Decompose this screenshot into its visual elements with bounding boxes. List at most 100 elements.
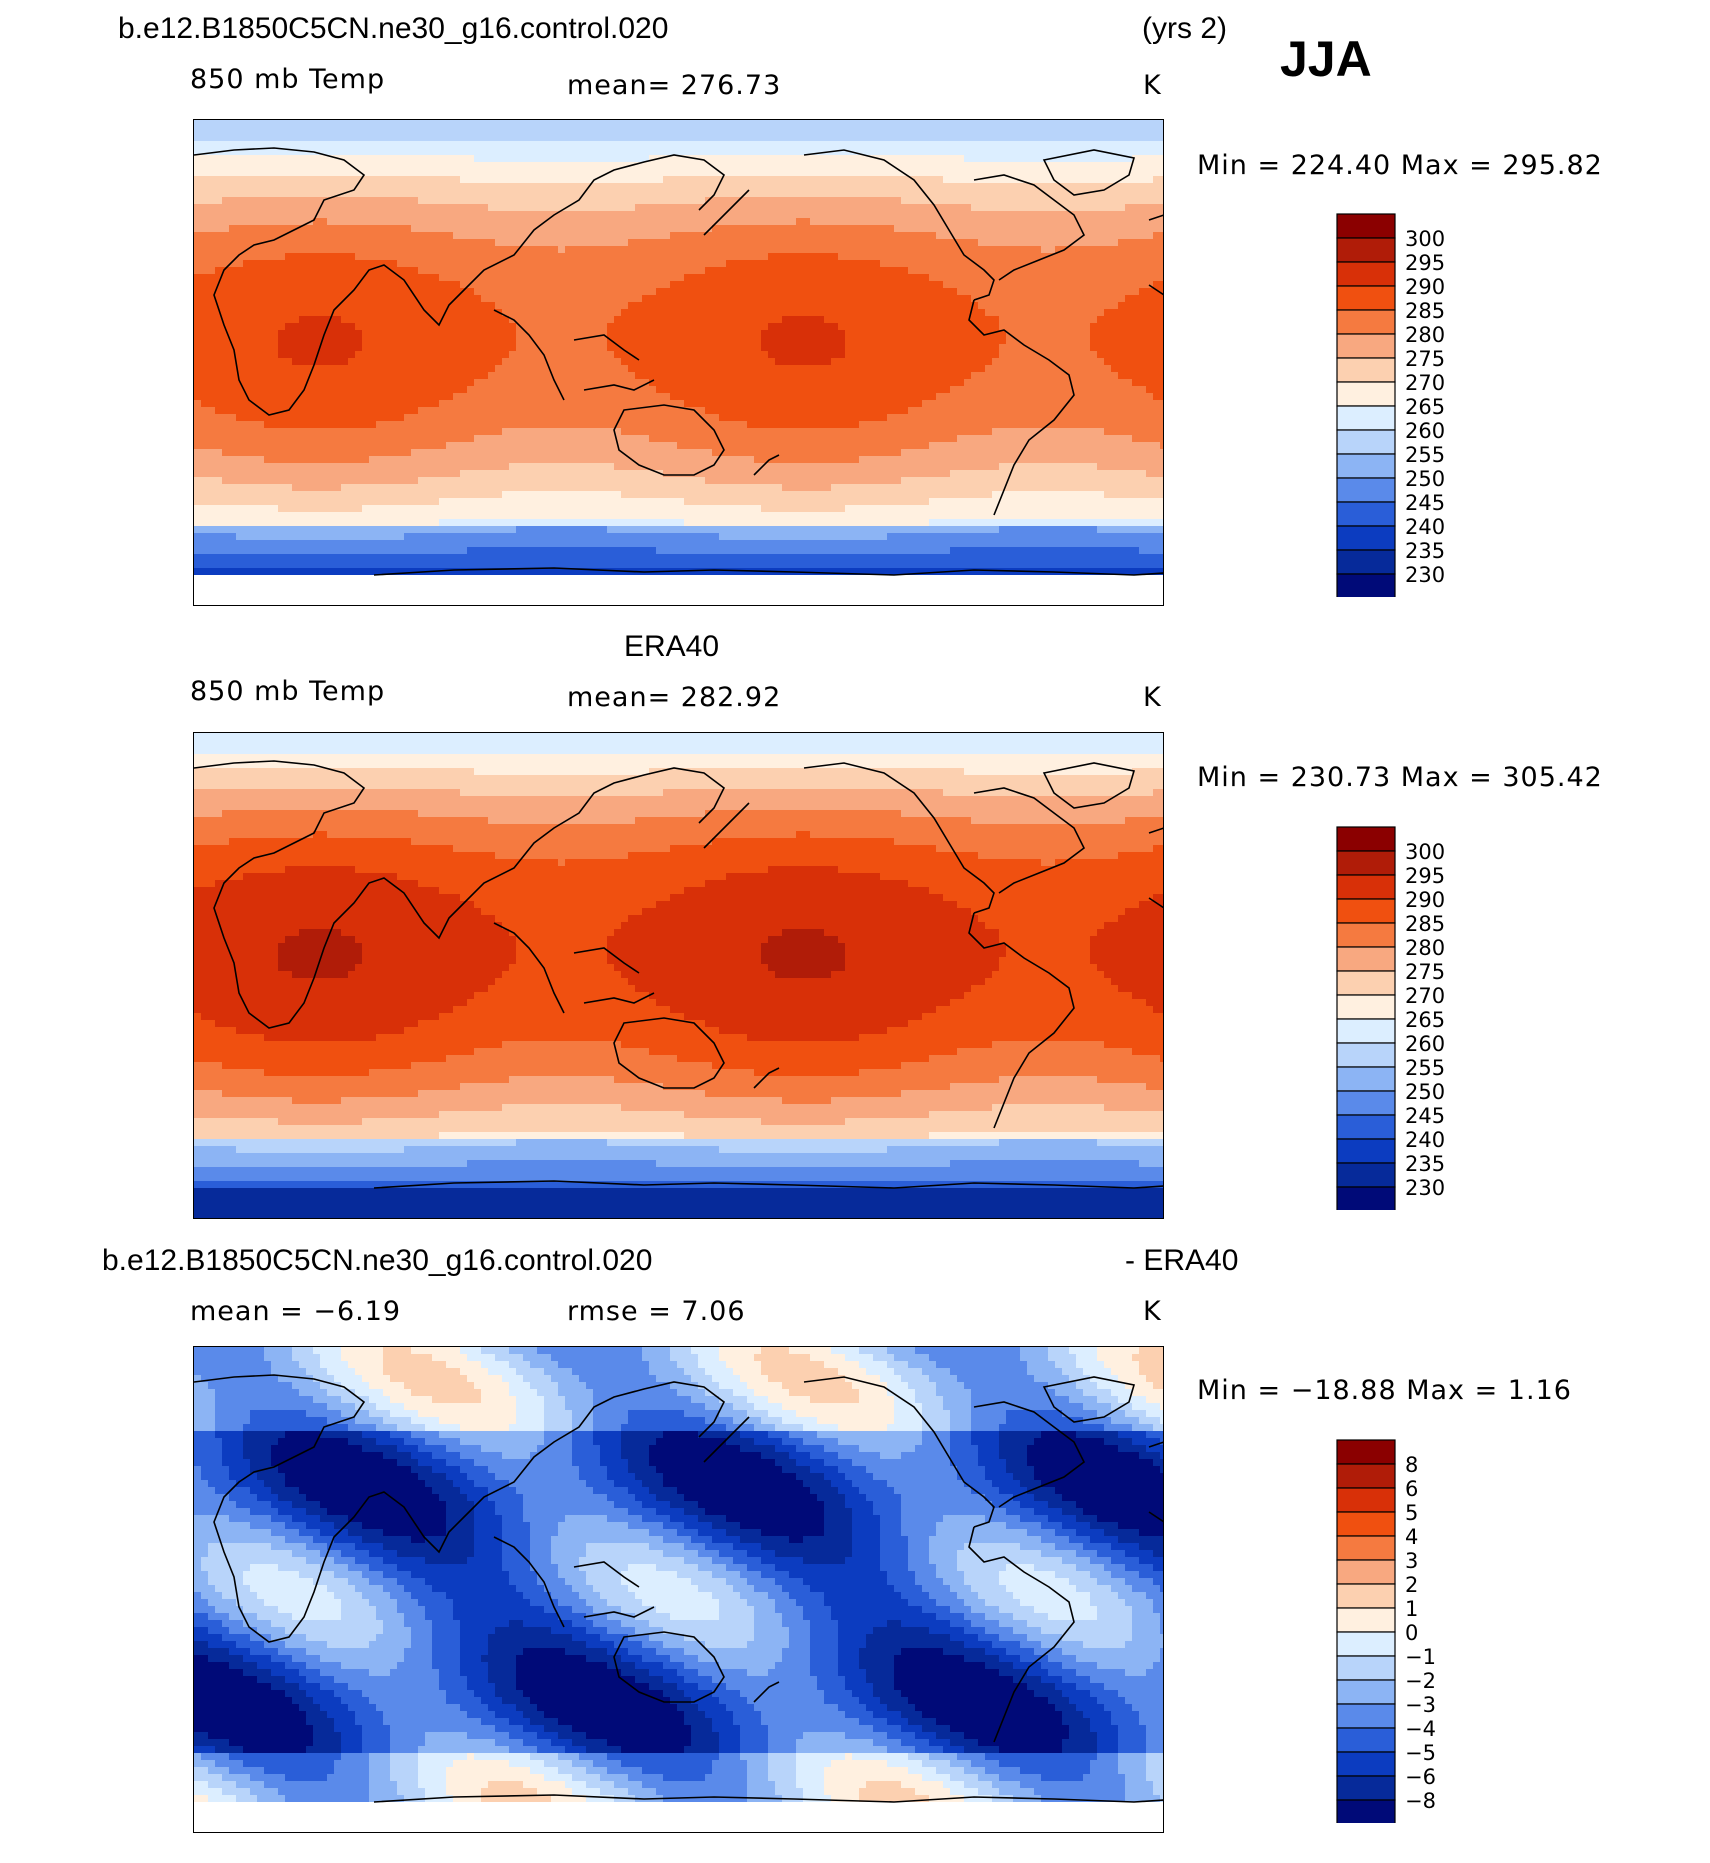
colorbar-swatch [1336,1439,1396,1465]
colorbar-swatch [1336,261,1396,287]
colorbar-tick-label: 6 [1405,1477,1418,1501]
panel2-mean: mean= 282.92 [567,682,781,713]
colorbar-swatch [1336,501,1396,527]
colorbar-swatch [1336,525,1396,551]
colorbar-swatch [1336,1487,1396,1513]
map-panel-model [193,119,1164,606]
colorbar-tick-label: 255 [1405,443,1445,467]
colorbar-tick-label: 235 [1405,1152,1445,1176]
colorbar-tick-label: 2 [1405,1573,1418,1597]
colorbar-swatch [1336,1775,1396,1801]
colorbar-swatch [1336,1162,1396,1188]
colorbar-swatch [1336,1090,1396,1116]
panel2-variable: 850 mb Temp [190,676,385,707]
map-field [194,1347,1163,1832]
colorbar-swatch [1336,405,1396,431]
colorbar-tick-label: 1 [1405,1597,1418,1621]
case-title: b.e12.B1850C5CN.ne30_g16.control.020 [118,12,668,46]
panel3-minmax: Min = −18.88 Max = 1.16 [1197,1375,1572,1406]
years-label: (yrs 2) [1142,12,1227,46]
colorbar-tick-label: 295 [1405,864,1445,888]
colorbar-swatch [1336,213,1396,239]
map-panel-difference [193,1346,1164,1833]
season-label: JJA [1280,30,1372,88]
colorbar-swatch [1336,898,1396,924]
panel3-units: K [1143,1296,1162,1327]
panel3-mean: mean = −6.19 [190,1296,401,1327]
panel3-rmse: rmse = 7.06 [567,1296,746,1327]
colorbar-tick-label: 240 [1405,1128,1445,1152]
colorbar-swatch [1336,1751,1396,1777]
colorbar-swatch [1336,826,1396,852]
colorbar-tick-label: 300 [1405,840,1445,864]
colorbar-swatch [1336,285,1396,311]
colorbar-swatch [1336,874,1396,900]
colorbar-swatch [1336,1138,1396,1164]
colorbar-swatch [1336,970,1396,996]
panel1-minmax: Min = 224.40 Max = 295.82 [1197,150,1603,181]
antarctica [194,1802,1163,1832]
colorbar-tick-label: 4 [1405,1525,1418,1549]
panel2-units: K [1143,682,1162,713]
colorbar-tick-label: 260 [1405,1032,1445,1056]
colorbar-tick-label: 265 [1405,395,1445,419]
colorbar-swatch [1336,1018,1396,1044]
colorbar-tick-label: 265 [1405,1008,1445,1032]
colorbar-swatch [1336,1727,1396,1753]
colorbar-tick-label: −1 [1405,1645,1436,1669]
colorbar-tick-label: −2 [1405,1669,1436,1693]
colorbar-tick-label: 270 [1405,984,1445,1008]
colorbar-swatch [1336,549,1396,575]
map-field [194,120,1163,605]
colorbar-tick-label: 235 [1405,539,1445,563]
colorbar-era40: 300 295 290 285 280 275 270 265 260 255 250 245 240 2… [1335,825,1465,1215]
colorbar-swatch [1336,333,1396,359]
coastlines [194,760,1163,1189]
colorbar-swatch [1336,1655,1396,1681]
colorbar-swatch [1336,1559,1396,1585]
panel2-title: ERA40 [624,630,719,664]
colorbar-tick-label: 290 [1405,275,1445,299]
colorbar-tick-label: −4 [1405,1717,1436,1741]
colorbar-tick-label: 275 [1405,347,1445,371]
colorbar-swatch [1336,1679,1396,1705]
colorbar-swatch [1336,1066,1396,1092]
colorbar-tick-label: 280 [1405,936,1445,960]
colorbar-swatch [1336,850,1396,876]
colorbar-tick-label: 290 [1405,888,1445,912]
colorbar-tick-label: −8 [1405,1789,1436,1813]
colorbar-tick-label: 295 [1405,251,1445,275]
colorbar-swatch [1336,1703,1396,1729]
colorbar-tick-label: −5 [1405,1741,1436,1765]
colorbar-tick-label: 300 [1405,227,1445,251]
colorbar-tick-label: 245 [1405,491,1445,515]
colorbar-model: 300 295 290 285 280 275 270 265 260 255 250 245 240 2… [1335,212,1465,602]
colorbar-swatch [1336,1799,1396,1825]
colorbar-tick-label: 250 [1405,467,1445,491]
colorbar-swatch [1336,1535,1396,1561]
panel3-title: b.e12.B1850C5CN.ne30_g16.control.020 [102,1244,652,1278]
antarctica [194,1188,1163,1218]
colorbar-tick-label: 270 [1405,371,1445,395]
colorbar-swatch [1336,573,1396,599]
panel1-units: K [1143,70,1162,101]
panel3-title-suffix: - ERA40 [1125,1244,1238,1278]
colorbar-swatch [1336,237,1396,263]
colorbar-tick-label: 280 [1405,323,1445,347]
colorbar-tick-label: 0 [1405,1621,1418,1645]
colorbar-swatch [1336,1511,1396,1537]
panel2-minmax: Min = 230.73 Max = 305.42 [1197,762,1603,793]
colorbar-swatch [1336,1114,1396,1140]
colorbar-tick-label: 285 [1405,299,1445,323]
colorbar-swatch [1336,1607,1396,1633]
colorbar-tick-label: 245 [1405,1104,1445,1128]
colorbar-tick-label: −3 [1405,1693,1436,1717]
colorbar-swatch [1336,994,1396,1020]
colorbar-swatch [1336,1042,1396,1068]
colorbar-tick-label: 5 [1405,1501,1418,1525]
colorbar-swatch [1336,453,1396,479]
colorbar-swatch [1336,381,1396,407]
panel1-mean: mean= 276.73 [567,70,781,101]
colorbar-swatch [1336,922,1396,948]
